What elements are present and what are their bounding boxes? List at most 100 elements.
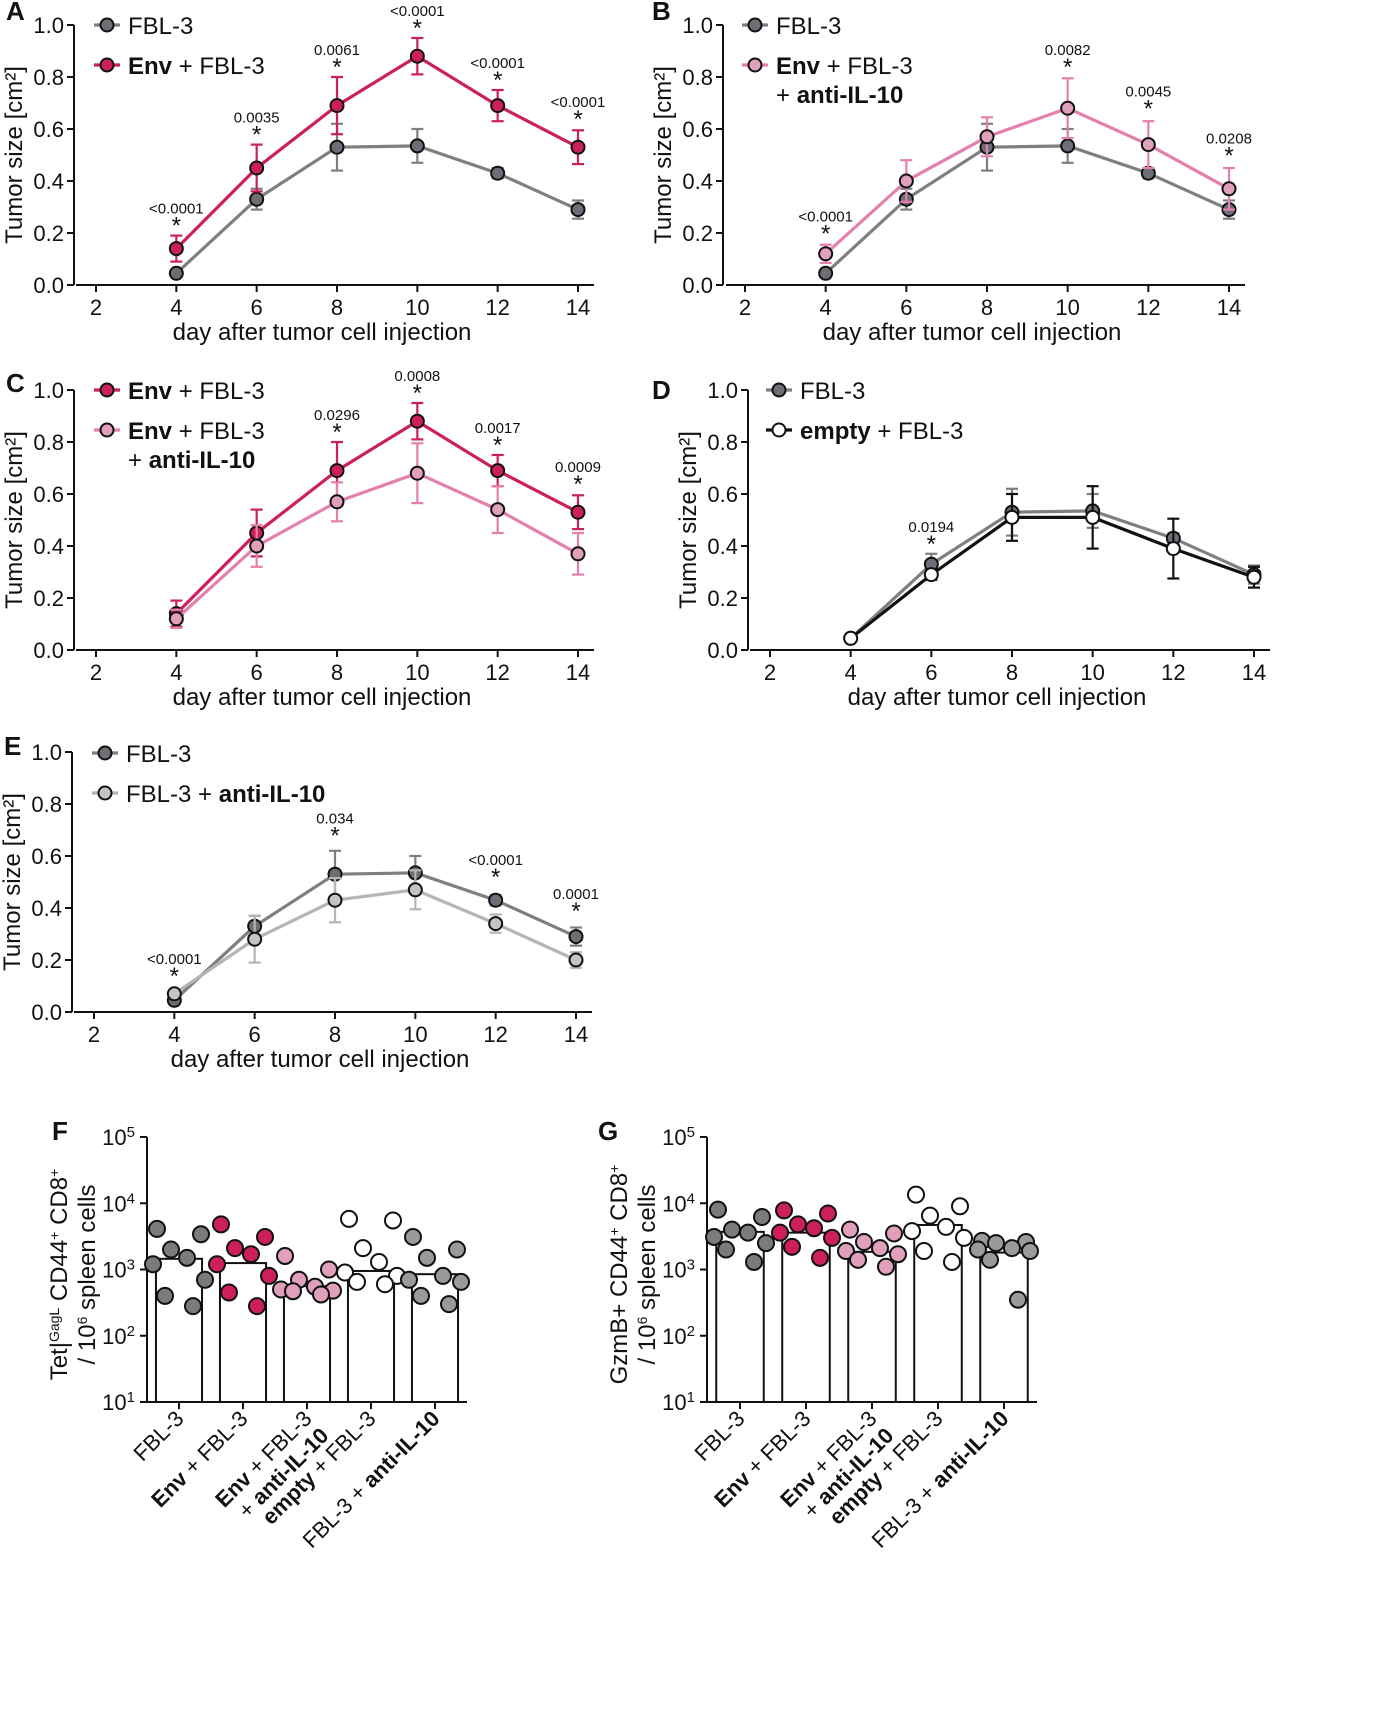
- x-tick-label: 2: [90, 660, 102, 685]
- data-point: [570, 202, 586, 218]
- x-tick-label: 12: [1161, 660, 1185, 685]
- text-run: / 10: [634, 1324, 661, 1364]
- panel-letter: D: [652, 375, 671, 405]
- data-point: [242, 1245, 260, 1264]
- data-point: [148, 1219, 166, 1238]
- data-point: [723, 1220, 741, 1239]
- significance-star: *: [413, 15, 422, 42]
- data-point: [340, 1209, 358, 1228]
- data-point: [818, 246, 834, 262]
- y-axis-title: GzmB+ CD44+ CD8+/ 106 spleen cells: [606, 1165, 661, 1385]
- data-point: [771, 1223, 789, 1242]
- data-point: [951, 1197, 969, 1216]
- series-line: [175, 471, 579, 620]
- data-point: [196, 1270, 214, 1289]
- text-run: empty: [800, 418, 871, 445]
- legend-label: Env + FBL-3: [128, 378, 265, 405]
- series-line: [849, 515, 1255, 640]
- x-tick-label: 10: [1080, 660, 1104, 685]
- legend-label: FBL-3: [800, 378, 865, 405]
- data-point: [568, 929, 584, 945]
- significance-star: *: [821, 220, 830, 247]
- panel-b: B 0.0 0.2 0.4 0.6 0.8 1.0 2 4 6 8 10 12 14 day after t…: [650, 0, 1252, 346]
- text-run: spleen cells: [74, 1185, 101, 1317]
- x-tick-label: 12: [485, 295, 509, 320]
- category-label: FBL-3: [689, 1406, 749, 1466]
- legend-marker: [771, 422, 787, 438]
- data-point: [570, 139, 586, 155]
- data-point: [400, 1270, 418, 1289]
- y-tick-label: 0.4: [31, 896, 62, 921]
- legend-label: empty + FBL-3: [800, 418, 963, 445]
- data-point: [490, 463, 506, 479]
- data-point: [247, 931, 263, 947]
- p-value: <0.0001: [468, 852, 523, 869]
- x-tick-label: 14: [1217, 295, 1241, 320]
- series: [843, 487, 1262, 646]
- tick-exponent: 5: [687, 1124, 695, 1141]
- p-value: 0.034: [316, 811, 354, 828]
- y-tick-label: 0.4: [33, 169, 64, 194]
- y-axis-title-line2: / 106 spleen cells: [634, 1185, 661, 1365]
- p-value: 0.0008: [394, 368, 440, 385]
- data-point: [855, 1233, 873, 1252]
- y-tick-label: 0.2: [33, 221, 64, 246]
- data-point: [178, 1248, 196, 1267]
- y-tick-label: 0.0: [682, 273, 713, 298]
- x-tick-label: 6: [249, 1022, 261, 1047]
- data-point: [276, 1246, 294, 1265]
- data-point: [915, 1242, 933, 1261]
- y-tick-label: 105: [662, 1124, 695, 1151]
- data-point: [144, 1255, 162, 1274]
- data-point: [1140, 137, 1156, 153]
- data-point: [837, 1242, 855, 1261]
- significance-star: *: [172, 213, 181, 240]
- data-point: [709, 1200, 727, 1219]
- legend-label-line2: + anti-IL-10: [776, 82, 903, 109]
- data-point: [981, 1250, 999, 1269]
- data-point: [168, 265, 184, 281]
- legend-marker: [97, 785, 113, 801]
- legend-label: FBL-3: [776, 13, 841, 40]
- x-tick-label: 10: [1055, 295, 1079, 320]
- data-point: [955, 1228, 973, 1247]
- panel-c: C 0.0 0.2 0.4 0.6 0.8 1.0 2 4 6 8 10 12 14 day after t…: [1, 368, 601, 711]
- tick-exponent: 1: [127, 1389, 135, 1406]
- data-point: [783, 1237, 801, 1256]
- p-value: 0.0082: [1045, 42, 1091, 59]
- data-point: [490, 165, 506, 181]
- x-axis-title: day after tumor cell injection: [823, 319, 1122, 346]
- data-point: [370, 1252, 388, 1271]
- y-tick-label: 0.4: [707, 534, 738, 559]
- legend-label: FBL-3 + anti-IL-10: [126, 781, 325, 808]
- data-point: [184, 1297, 202, 1316]
- p-value: 0.0208: [1206, 130, 1252, 147]
- data-point: [168, 241, 184, 257]
- text-run: anti-IL-10: [149, 447, 256, 474]
- superscript: 6: [74, 1316, 90, 1324]
- data-point: [1165, 541, 1181, 557]
- series: [168, 122, 586, 281]
- data-point: [1221, 181, 1237, 197]
- y-axis-title: Tumor size [cm²]: [650, 66, 677, 244]
- legend-label: Env + FBL-3: [128, 53, 265, 80]
- tick-exponent: 2: [687, 1322, 695, 1339]
- tick-base: 10: [662, 1258, 686, 1283]
- legend-marker: [99, 382, 115, 398]
- p-value: 0.0045: [1125, 84, 1171, 101]
- panel-e: E 0.0 0.2 0.4 0.6 0.8 1.0 2 4 6 8 10 12 14 day after t…: [0, 731, 599, 1073]
- legend-marker: [99, 57, 115, 73]
- data-point: [166, 986, 182, 1002]
- y-tick-label: 1.0: [33, 378, 64, 403]
- data-point: [354, 1239, 372, 1258]
- category-label: FBL-3: [128, 1406, 188, 1466]
- bar: [979, 1251, 1029, 1404]
- data-point: [162, 1240, 180, 1259]
- x-tick-label: 8: [981, 295, 993, 320]
- data-point: [907, 1185, 925, 1204]
- data-point: [1246, 569, 1262, 585]
- text-run: / 10: [74, 1324, 101, 1364]
- data-point: [1060, 138, 1076, 154]
- y-tick-label: 0.2: [33, 586, 64, 611]
